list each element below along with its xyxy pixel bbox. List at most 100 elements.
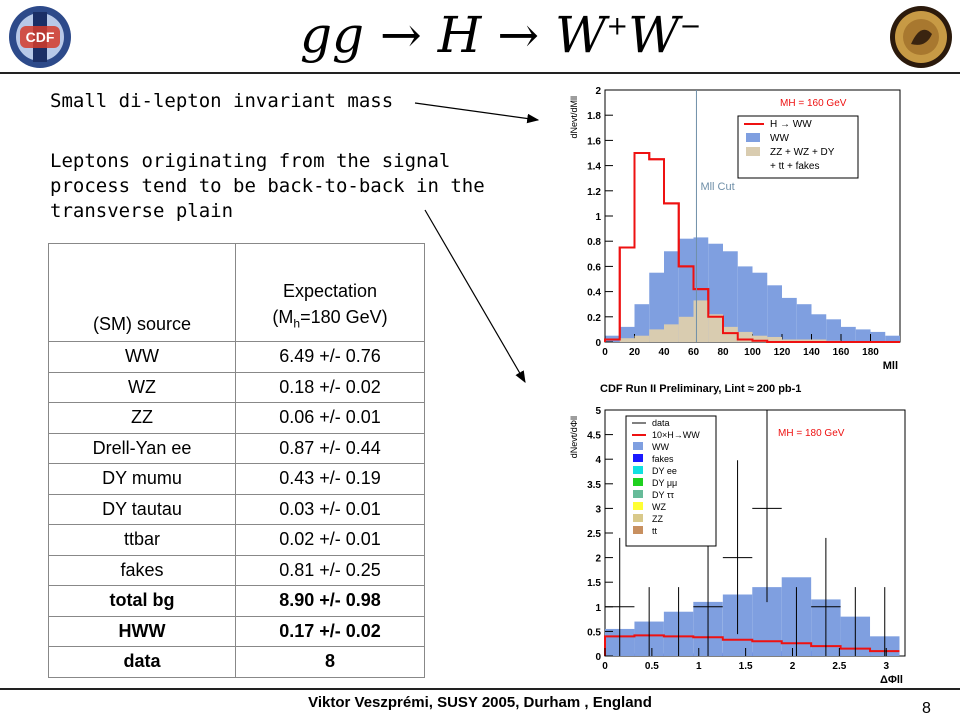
table-row-data: data 8 xyxy=(48,646,425,678)
x-tick-label: 0.5 xyxy=(645,661,659,672)
bar-ww xyxy=(634,304,650,342)
legend-swatch xyxy=(633,526,643,534)
mass-note: Small di-lepton invariant mass xyxy=(50,90,394,112)
y-tick-label: 0.2 xyxy=(587,313,601,324)
bar-other-bg xyxy=(811,339,827,342)
legend-label: DY ee xyxy=(652,466,677,476)
x-tick-label: 80 xyxy=(717,347,729,358)
table-row: fakes 0.81 +/- 0.25 xyxy=(48,554,425,586)
y-tick-label: 5 xyxy=(595,406,601,417)
x-tick-label: 0 xyxy=(602,347,608,358)
legend-swatch xyxy=(746,133,760,142)
x-tick-label: 100 xyxy=(744,347,761,358)
bar-other-bg xyxy=(693,300,709,342)
line-10-h-ww xyxy=(604,634,900,656)
bar-other-bg xyxy=(767,336,782,342)
legend-label: DY μμ xyxy=(652,478,677,488)
x-tick-label: 160 xyxy=(833,347,850,358)
x-tick-label: 0 xyxy=(602,661,608,672)
y-tick-label: 0.8 xyxy=(587,237,601,248)
table-row-total: total bg 8.90 +/- 0.98 xyxy=(48,585,425,617)
legend-label: + tt + fakes xyxy=(770,161,819,172)
header-source: (SM) source xyxy=(48,243,236,342)
legend-label: 10×H→WW xyxy=(652,430,700,440)
expectation-table: (SM) source Expectation (Mh=180 GeV) WW 6.… xyxy=(48,243,425,678)
x-tick-label: 2.5 xyxy=(832,661,846,672)
y-tick-label: 4.5 xyxy=(587,431,601,442)
legend-label: data xyxy=(652,418,670,428)
y-tick-label: 2 xyxy=(595,86,601,97)
legend-label: H → WW xyxy=(770,119,812,130)
bar-other-bg xyxy=(752,335,768,342)
legend-swatch xyxy=(633,514,643,522)
table-row: WZ 0.18 +/- 0.02 xyxy=(48,371,425,403)
bar-other-bg xyxy=(649,329,664,342)
table-row: WW 6.49 +/- 0.76 xyxy=(48,341,425,373)
y-tick-label: 0.6 xyxy=(587,262,601,273)
slide-title: gg → H → W+W− xyxy=(300,6,702,64)
chart-title: CDF Run II Preliminary, Lint ≈ 200 pb-1 xyxy=(600,383,801,395)
y-tick-label: 3 xyxy=(595,504,601,515)
x-tick-label: 140 xyxy=(803,347,820,358)
legend-swatch xyxy=(633,466,643,474)
x-axis-label: ΔΦll xyxy=(880,674,903,686)
bar-ww xyxy=(870,331,886,342)
table-row: ZZ 0.06 +/- 0.01 xyxy=(48,402,425,434)
legend-label: WW xyxy=(652,442,669,452)
x-tick-label: 3 xyxy=(883,661,889,672)
legend-label: ZZ xyxy=(652,514,663,524)
table-row: Drell-Yan ee 0.87 +/- 0.44 xyxy=(48,432,425,464)
table-header: (SM) source Expectation (Mh=180 GeV) xyxy=(48,243,425,342)
y-tick-label: 1.4 xyxy=(587,162,601,173)
bar-ww xyxy=(885,335,900,342)
dphi-chart: 0 0.5 1 1.5 2 2.5 3 3.5 4 4.5 5 0 0.5 1 1.5 2 2.5 3 ΔΦll dN… xyxy=(569,383,906,686)
table-row: DY mumu 0.43 +/- 0.19 xyxy=(48,463,425,495)
x-tick-label: 180 xyxy=(862,347,879,358)
table-row: DY tautau 0.03 +/- 0.01 xyxy=(48,493,425,525)
arrow-to-mass-plot xyxy=(414,102,540,124)
legend-title: MH = 160 GeV xyxy=(780,98,847,109)
angle-note: Leptons originating from the signal proc… xyxy=(50,149,485,224)
bar-other-bg xyxy=(664,324,679,342)
seal-logo xyxy=(890,6,952,68)
legend-title: MH = 180 GeV xyxy=(778,428,845,439)
y-tick-label: 1.5 xyxy=(587,578,601,589)
y-tick-label: 1.8 xyxy=(587,111,601,122)
y-tick-label: 4 xyxy=(595,455,601,466)
bar-ww xyxy=(723,251,738,342)
angle-note-line: transverse plain xyxy=(50,200,234,222)
arrow-to-phi-plot xyxy=(424,209,526,384)
table-row-signal: HWW 0.17 +/- 0.02 xyxy=(48,615,425,647)
legend-swatch xyxy=(633,502,643,510)
bar-ww xyxy=(649,272,664,342)
mll-chart: 00.20.40.60.811.21.41.61.820 20 40 60 80 100 1… xyxy=(569,86,901,370)
bar-ww xyxy=(841,326,856,342)
bar-ww xyxy=(826,319,841,342)
y-tick-label: 1.2 xyxy=(587,187,601,198)
x-tick-label: 1 xyxy=(696,661,702,672)
cdf-logo-text: CDF xyxy=(26,29,55,45)
bar-other-bg xyxy=(619,338,635,342)
y-tick-label: 2 xyxy=(595,554,601,565)
legend-label: DY ττ xyxy=(652,490,674,500)
y-tick-label: 2.5 xyxy=(587,529,601,540)
y-axis-label: dNevt/dMll xyxy=(569,96,579,139)
bar-ww xyxy=(796,304,812,342)
angle-note-line: Leptons originating from the signal xyxy=(50,150,451,172)
bar-ww xyxy=(855,329,871,342)
bar-other-bg xyxy=(737,331,753,342)
legend-label: WW xyxy=(770,133,789,144)
legend-label: fakes xyxy=(652,454,674,464)
x-tick-label: 20 xyxy=(629,347,641,358)
y-tick-label: 0 xyxy=(595,652,601,663)
bar-ww xyxy=(737,266,753,342)
legend-swatch xyxy=(633,442,643,450)
bar-other-bg xyxy=(723,326,738,342)
table-row: ttbar 0.02 +/- 0.01 xyxy=(48,524,425,556)
x-axis-label: Mll xyxy=(883,360,898,370)
legend-label: tt xyxy=(652,526,658,536)
bar-ww xyxy=(752,272,768,342)
y-tick-label: 1.6 xyxy=(587,136,601,147)
bar-other-bg xyxy=(678,316,694,342)
y-tick-label: 3.5 xyxy=(587,480,601,491)
